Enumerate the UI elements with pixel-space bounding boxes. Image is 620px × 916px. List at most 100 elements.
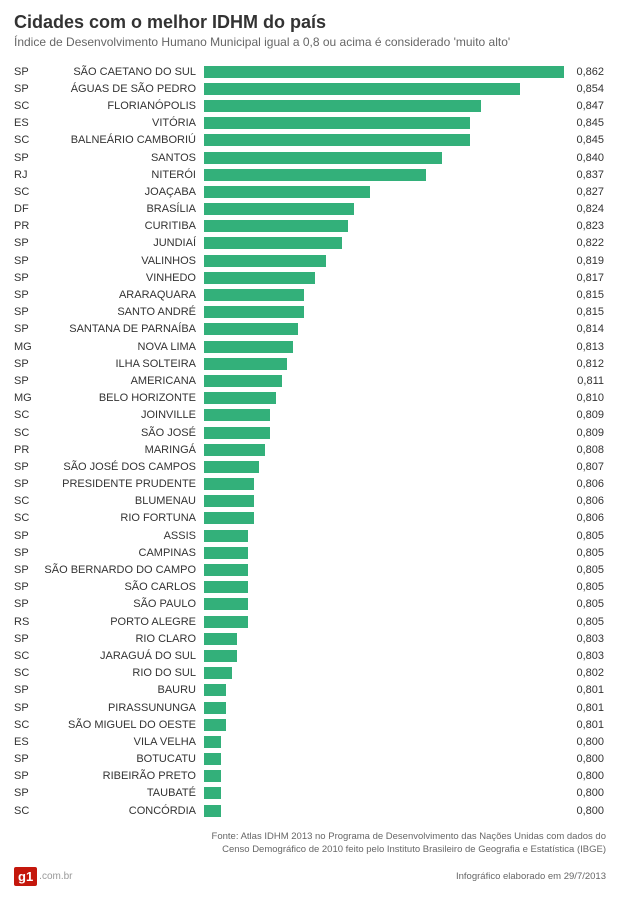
city-label: SÃO PAULO [42, 598, 204, 610]
bar-fill [204, 358, 287, 370]
value-label: 0,805 [564, 564, 604, 576]
state-label: SP [14, 237, 42, 249]
bar-fill [204, 100, 481, 112]
state-label: SP [14, 83, 42, 95]
value-label: 0,806 [564, 495, 604, 507]
bar-track [204, 134, 564, 146]
state-label: SC [14, 512, 42, 524]
bar-fill [204, 581, 248, 593]
bar-fill [204, 702, 226, 714]
bar-row: SCRIO FORTUNA 0,806 [14, 510, 606, 527]
bar-fill [204, 495, 254, 507]
city-label: SÃO CARLOS [42, 581, 204, 593]
bar-chart-rows: SPSÃO CAETANO DO SUL0,862SPÁGUAS DE SÃO … [14, 63, 606, 819]
state-label: SP [14, 358, 42, 370]
city-label: SANTANA DE PARNAÍBA [42, 323, 204, 335]
bar-track [204, 667, 564, 679]
bar-fill [204, 66, 564, 78]
state-label: SC [14, 100, 42, 112]
bar-track [204, 684, 564, 696]
city-label: RIO FORTUNA [42, 512, 204, 524]
city-label: JARAGUÁ DO SUL [42, 650, 204, 662]
logo-suffix: .com.br [39, 871, 72, 882]
bar-fill [204, 444, 265, 456]
city-label: ÁGUAS DE SÃO PEDRO [42, 83, 204, 95]
bar-track [204, 375, 564, 387]
bar-fill [204, 633, 237, 645]
bar-row: SPBAURU0,801 [14, 682, 606, 699]
bar-fill [204, 805, 221, 817]
bar-track [204, 530, 564, 542]
city-label: MARINGÁ [42, 444, 204, 456]
state-label: SP [14, 289, 42, 301]
bar-fill [204, 152, 442, 164]
value-label: 0,800 [564, 753, 604, 765]
value-label: 0,845 [564, 117, 604, 129]
bar-track [204, 358, 564, 370]
state-label: SP [14, 375, 42, 387]
city-label: BAURU [42, 684, 204, 696]
state-label: SC [14, 495, 42, 507]
city-label: CAMPINAS [42, 547, 204, 559]
value-label: 0,805 [564, 530, 604, 542]
bar-row: SPVALINHOS0,819 [14, 252, 606, 269]
value-label: 0,806 [564, 512, 604, 524]
city-label: FLORIANÓPOLIS [42, 100, 204, 112]
value-label: 0,813 [564, 341, 604, 353]
bar-track [204, 805, 564, 817]
value-label: 0,837 [564, 169, 604, 181]
bar-fill [204, 186, 370, 198]
bar-track [204, 409, 564, 421]
bar-track [204, 83, 564, 95]
city-label: ASSIS [42, 530, 204, 542]
bar-row: SPARARAQUARA0,815 [14, 286, 606, 303]
bar-track [204, 117, 564, 129]
bar-fill [204, 787, 221, 799]
city-label: BALNEÁRIO CAMBORIÚ [42, 134, 204, 146]
bar-row: SPJUNDIAÍ0,822 [14, 235, 606, 252]
value-label: 0,845 [564, 134, 604, 146]
bar-track [204, 444, 564, 456]
state-label: MG [14, 341, 42, 353]
value-label: 0,800 [564, 787, 604, 799]
bar-track [204, 341, 564, 353]
value-label: 0,815 [564, 289, 604, 301]
bar-fill [204, 547, 248, 559]
bar-fill [204, 134, 470, 146]
bar-fill [204, 478, 254, 490]
state-label: SP [14, 66, 42, 78]
value-label: 0,800 [564, 736, 604, 748]
bar-track [204, 598, 564, 610]
state-label: ES [14, 736, 42, 748]
state-label: SP [14, 684, 42, 696]
bar-fill [204, 306, 304, 318]
bar-row: SCFLORIANÓPOLIS0,847 [14, 97, 606, 114]
state-label: RS [14, 616, 42, 628]
bar-track [204, 512, 564, 524]
bar-row: RSPORTO ALEGRE0,805 [14, 613, 606, 630]
bar-fill [204, 770, 221, 782]
state-label: SP [14, 598, 42, 610]
value-label: 0,822 [564, 237, 604, 249]
chart-subtitle: Índice de Desenvolvimento Humano Municip… [14, 35, 606, 49]
city-label: BELO HORIZONTE [42, 392, 204, 404]
city-label: BRASÍLIA [42, 203, 204, 215]
state-label: SP [14, 530, 42, 542]
city-label: ILHA SOLTEIRA [42, 358, 204, 370]
city-label: CURITIBA [42, 220, 204, 232]
bar-row: SCRIO DO SUL0,802 [14, 665, 606, 682]
bar-fill [204, 530, 248, 542]
bar-track [204, 547, 564, 559]
bar-row: SPÁGUAS DE SÃO PEDRO0,854 [14, 80, 606, 97]
bar-fill [204, 272, 315, 284]
state-label: SC [14, 186, 42, 198]
value-label: 0,823 [564, 220, 604, 232]
state-label: SP [14, 564, 42, 576]
bar-row: SCSÃO MIGUEL DO OESTE0,801 [14, 716, 606, 733]
bar-track [204, 702, 564, 714]
bar-row: SCJOINVILLE0,809 [14, 407, 606, 424]
bar-row: SPSANTO ANDRÉ0,815 [14, 304, 606, 321]
bar-row: SPVINHEDO0,817 [14, 269, 606, 286]
city-label: RIBEIRÃO PRETO [42, 770, 204, 782]
value-label: 0,862 [564, 66, 604, 78]
